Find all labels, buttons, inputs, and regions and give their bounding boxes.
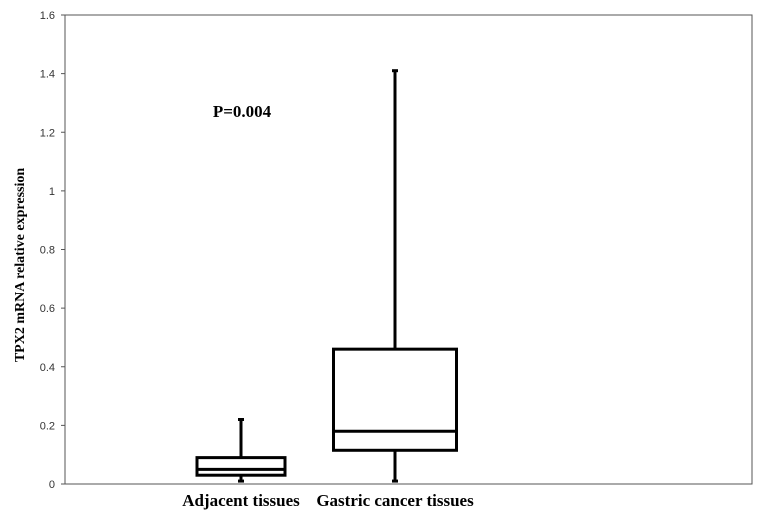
y-axis-title: TPX2 mRNA relative expression	[13, 168, 28, 363]
y-tick-label: 0.6	[40, 303, 55, 315]
box-1	[195, 418, 287, 483]
y-tick-label: 1.6	[40, 10, 55, 22]
y-tick-label: 0	[49, 479, 55, 491]
box-iqr	[332, 347, 458, 452]
y-tick-label: 1.4	[40, 69, 55, 81]
y-tick-label: 1.2	[40, 127, 55, 139]
x-category-label: Adjacent tissues	[182, 491, 300, 510]
box-iqr	[195, 456, 287, 477]
y-tick-label: 0.8	[40, 245, 55, 257]
x-category-label: Gastric cancer tissues	[316, 491, 474, 510]
y-tick-label: 1	[49, 186, 55, 198]
box-series	[195, 69, 458, 483]
y-axis-ticks: 0 0.2 0.4 0.6 0.8 1 1.2 1.4 1.6	[40, 10, 65, 491]
box-2	[332, 69, 458, 483]
y-tick-label: 0.4	[40, 362, 55, 374]
x-axis-labels: Adjacent tissues Gastric cancer tissues	[182, 491, 474, 510]
y-tick-label: 0.2	[40, 420, 55, 432]
p-value-annotation: P=0.004	[213, 102, 272, 121]
